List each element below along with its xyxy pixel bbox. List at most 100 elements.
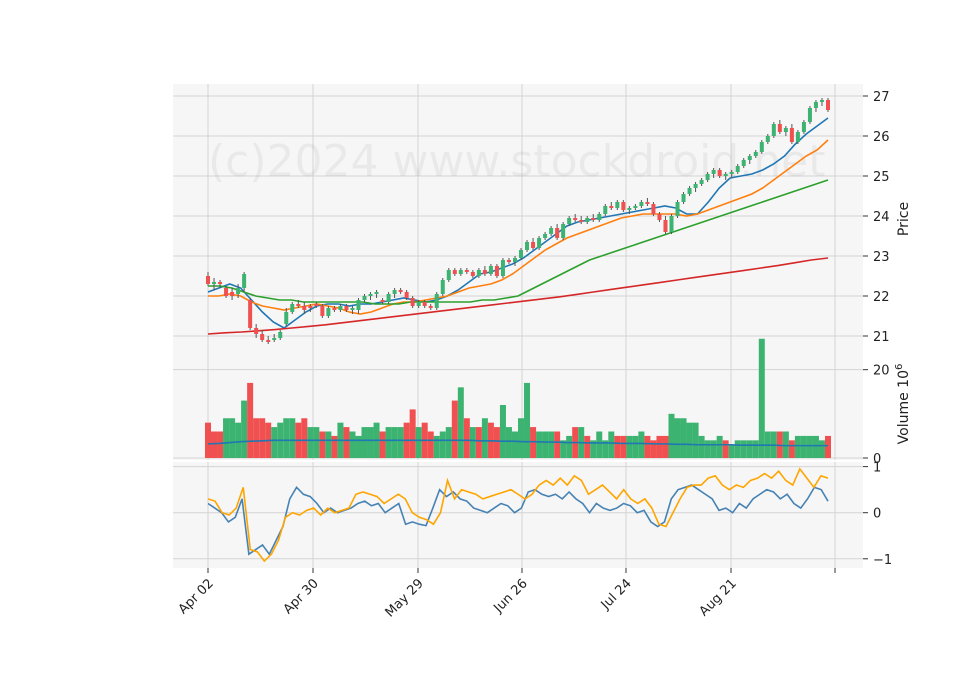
candle-body — [711, 170, 716, 174]
candle-body — [765, 136, 770, 142]
x-axis-ticks: Apr 02 Apr 30 May 29 Jun 26 Jul 24 Aug 21 — [176, 568, 836, 620]
volume-bar — [469, 427, 476, 458]
volume-bar — [632, 435, 639, 458]
candle-body — [278, 332, 283, 338]
candle-body — [380, 300, 385, 302]
volume-bar — [626, 435, 633, 458]
candle-body — [579, 220, 584, 222]
volume-bar — [650, 440, 657, 458]
volume-bar — [692, 422, 699, 458]
candle-body — [705, 174, 710, 180]
candle-body — [290, 304, 295, 312]
candle-body — [723, 174, 728, 176]
candle-body — [308, 306, 313, 308]
volume-bar — [331, 435, 338, 458]
candle-body — [537, 238, 542, 248]
volume-bar — [457, 387, 464, 458]
price-y-ticks: 21 22 23 24 25 26 27 — [863, 90, 890, 345]
candle-body — [356, 300, 361, 310]
volume-tick-label: 20 — [873, 364, 890, 379]
price-tick-label: 25 — [873, 170, 890, 185]
volume-bar — [746, 440, 753, 458]
candle-body — [603, 206, 608, 214]
indicator-lines — [207, 467, 829, 563]
moving-average-line — [208, 179, 829, 305]
volume-panel: 0 20 Volume 106 — [173, 338, 912, 467]
volume-bar — [608, 431, 615, 458]
volume-bar — [301, 418, 308, 458]
volume-bar — [427, 431, 434, 458]
candle-body — [747, 156, 752, 160]
price-tick-label: 23 — [873, 250, 890, 265]
volume-bar — [493, 427, 500, 458]
indicator-tick-label: 1 — [873, 461, 881, 476]
volume-bar — [704, 440, 711, 458]
candle-body — [519, 250, 524, 258]
volume-bar — [463, 418, 470, 458]
candle-body — [759, 142, 764, 152]
volume-bar — [548, 431, 555, 458]
volume-bar — [415, 427, 422, 458]
volume-bar — [590, 440, 597, 458]
volume-tick-label: 0 — [873, 452, 881, 467]
candle-body — [675, 202, 680, 216]
volume-bar — [397, 427, 404, 458]
candle-body — [422, 302, 427, 306]
candle-body — [651, 204, 656, 214]
candle-body — [555, 228, 560, 238]
candle-body — [272, 338, 277, 340]
candle-body — [326, 308, 331, 316]
volume-bar — [656, 435, 663, 458]
volume-bar — [530, 427, 537, 458]
candle-body — [771, 124, 776, 136]
volume-bar — [734, 440, 741, 458]
volume-bar — [758, 338, 765, 458]
volume-bar — [313, 427, 320, 458]
volume-bar — [235, 422, 242, 458]
candle-body — [597, 214, 602, 220]
volume-bar — [596, 431, 603, 458]
volume-bar — [602, 440, 609, 458]
volume-bar — [385, 427, 392, 458]
candle-body — [224, 288, 229, 296]
indicator-y-ticks: −1 0 1 — [863, 461, 892, 568]
x-tick-label: May 29 — [383, 576, 427, 620]
candle-body — [428, 306, 433, 308]
volume-bar — [307, 427, 314, 458]
candle-body — [398, 290, 403, 292]
price-tick-label: 21 — [873, 330, 890, 345]
candle-body — [525, 242, 530, 250]
volume-bar — [566, 435, 573, 458]
volume-bar — [518, 418, 525, 458]
candle-body — [260, 334, 265, 340]
candle-body — [639, 202, 644, 206]
candle-body — [212, 282, 217, 284]
candle-body — [218, 282, 223, 284]
volume-bar — [481, 418, 488, 458]
candle-body — [482, 270, 487, 274]
volume-bar — [644, 435, 651, 458]
candle-body — [627, 208, 632, 210]
volume-bar — [620, 435, 627, 458]
volume-bar — [367, 427, 374, 458]
candle-body — [591, 218, 596, 220]
candle-body — [242, 274, 247, 288]
candle-body — [374, 292, 379, 294]
candle-body — [741, 160, 746, 166]
volume-bar — [343, 427, 350, 458]
volume-bar — [247, 382, 254, 458]
price-axis-label: Price — [896, 202, 912, 236]
volume-bar — [662, 435, 669, 458]
candle-body — [657, 214, 662, 220]
candle-body — [470, 272, 475, 276]
volume-bar — [560, 440, 567, 458]
volume-bar — [283, 418, 290, 458]
candle-body — [458, 270, 463, 274]
volume-bar — [223, 418, 230, 458]
volume-average-line — [207, 439, 828, 447]
price-tick-label: 24 — [873, 210, 890, 225]
volume-bar — [554, 431, 561, 458]
volume-bar — [253, 418, 260, 458]
